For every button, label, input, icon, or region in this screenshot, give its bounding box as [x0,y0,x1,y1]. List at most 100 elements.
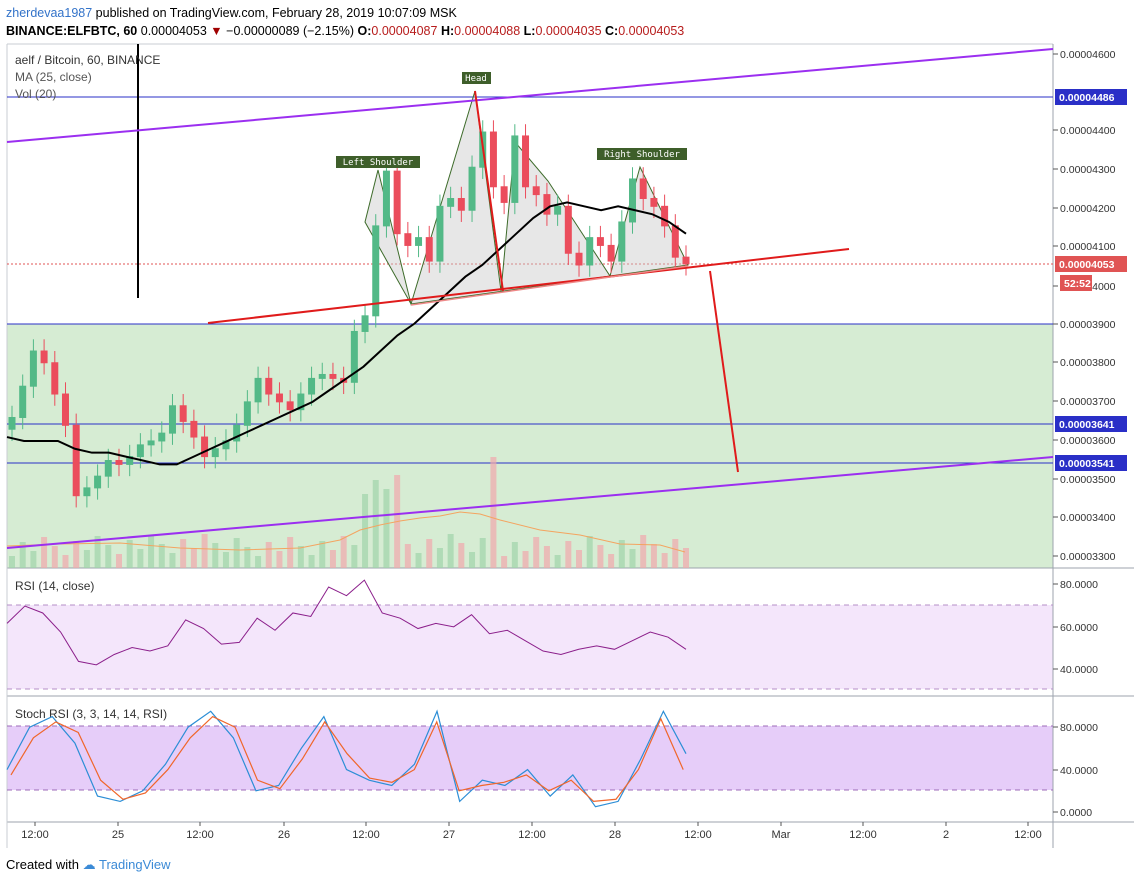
publish-info: published on TradingView.com, February 2… [95,6,457,20]
volume-bar [618,540,625,568]
volume-bar [255,556,262,568]
candle [83,487,91,497]
candle [233,424,241,442]
tradingview-link[interactable]: TradingView [99,857,171,872]
price-tick-label: 0.00003800 [1060,357,1116,369]
price-tick-label: 0.00003500 [1060,474,1116,486]
volume-bar [683,548,689,568]
candle [404,233,412,246]
volume-bar [126,540,133,568]
author-link[interactable]: zherdevaa1987 [6,6,93,20]
candle [329,373,337,379]
candle [618,221,626,262]
price-badges: 0.00004486 0.00004053 52:52 0.00003641 0.000… [1055,89,1127,471]
candle [596,237,604,246]
time-axis[interactable]: 12:00 25 12:00 26 12:00 27 12:00 28 12:00 Mar 12:0… [21,822,1042,841]
candle [532,186,540,196]
footer: Created with ☁ TradingView [6,857,171,873]
left-shoulder-label: Left Shoulder [336,156,420,168]
stoch-k-line [6,709,687,808]
volume-bar [554,555,561,568]
volume-bar [265,542,272,568]
candle [254,377,262,403]
candle [158,432,166,442]
high-value: 0.00004088 [454,24,521,38]
candle [564,205,572,254]
volume-bar [479,538,486,568]
volume-bar [319,541,326,568]
stoch-tick-label: 0.0000 [1060,807,1092,819]
volume-bar [351,545,358,568]
candle [511,135,519,203]
candle [436,205,444,262]
candle [61,393,69,426]
price-tick-label: 0.00003700 [1060,396,1116,408]
price-tick-label: 0.00003900 [1060,319,1116,331]
volume-bar [190,548,197,568]
candlesticks [8,120,690,508]
candle [243,401,251,426]
volume-bar [436,548,443,568]
volume-bar [372,480,379,568]
price-badge-label: 0.00003641 [1059,419,1115,431]
volume-bar [287,537,294,568]
low-value: 0.00004035 [535,24,602,38]
price-badge-label: 52:52 [1064,278,1091,290]
open-value: 0.00004087 [371,24,438,38]
candle [29,350,37,387]
volume-bar [640,535,647,568]
publish-line: zherdevaa1987 published on TradingView.c… [6,4,1126,22]
candle [372,225,380,317]
candle [382,170,390,227]
channel-upper-line [6,48,1054,143]
symbol-legend: aelf / Bitcoin, 60, BINANCE [15,53,160,67]
volume-bar [19,542,26,568]
candle [629,178,637,223]
volume-bar [158,544,165,568]
head-drop-line [474,90,504,292]
volume-bar [511,542,518,568]
volume-bar [458,543,465,568]
volume-bar [30,551,37,568]
close-value: 0.00004053 [618,24,685,38]
candle [671,225,679,258]
ma-legend: MA (25, close) [15,70,92,84]
volume-bar [340,536,347,568]
price-tick-label: 0.00003300 [1060,551,1116,563]
time-tick-label: 12:00 [849,829,877,841]
last-price: 0.00004053 [140,24,207,38]
candle [168,405,176,434]
candle [211,448,219,458]
candle [115,460,123,465]
volume-bar [9,556,15,568]
candle [661,205,669,227]
volume-bar [115,554,122,568]
stoch-d-line [10,715,684,803]
time-tick-label: 2 [943,829,949,841]
volume-ma-line [6,511,686,553]
symbol-label: BINANCE:ELFBTC, 60 [6,24,138,38]
demand-zone [7,324,1053,568]
time-tick-label: 12:00 [186,829,214,841]
volume-bar [608,554,615,568]
volume-bar [565,541,572,568]
time-tick-label: 26 [278,829,290,841]
stoch-axis: 80.0000 40.0000 0.0000 [1053,722,1098,819]
candle [575,252,583,266]
volume-bar [308,555,315,568]
created-with-label: Created with [6,857,79,872]
price-badge [1055,89,1127,105]
price-axis[interactable]: 0.00004600 0.00004400 0.00004300 0.00004200… [1053,49,1116,563]
down-arrow-icon: ▼ [210,24,223,38]
candle [682,256,690,265]
price-badge-label: 0.00003541 [1059,458,1115,470]
volume-bar [94,536,101,568]
stoch-tick-label: 80.0000 [1060,722,1098,734]
candle [318,373,326,379]
time-tick-label: 12:00 [1014,829,1042,841]
candle [190,420,198,438]
volume-bar [297,546,304,568]
low-label: L: [523,24,536,38]
time-tick-label: 25 [112,829,124,841]
